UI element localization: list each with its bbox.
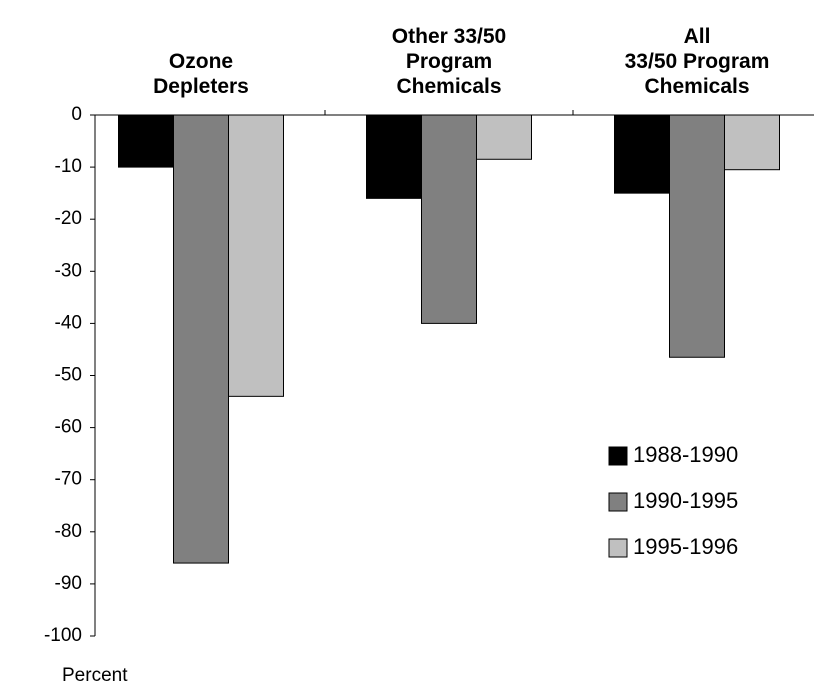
legend-label: 1988-1990 [633, 442, 738, 467]
legend-swatch [608, 446, 628, 466]
bar [614, 114, 670, 194]
category-label: Ozone Depleters [153, 50, 249, 98]
bar [669, 114, 725, 358]
bar [118, 114, 174, 168]
y-tick-label: -100 [44, 625, 82, 646]
bar [476, 114, 532, 160]
y-tick-label: 0 [71, 104, 82, 125]
y-tick-label: -80 [55, 521, 82, 542]
y-axis-label: Percent [62, 665, 128, 685]
category-label: Other 33/50 Program Chemicals [392, 25, 506, 98]
legend-label: 1995-1996 [633, 534, 738, 559]
y-tick-label: -70 [55, 469, 82, 490]
y-tick-label: -50 [55, 365, 82, 386]
bar [366, 114, 422, 199]
bar [228, 114, 284, 397]
y-tick-label: -10 [55, 156, 82, 177]
y-tick-label: -30 [55, 260, 82, 281]
legend-swatch [608, 492, 628, 512]
bar [173, 114, 229, 564]
legend-label: 1990-1995 [633, 488, 738, 513]
bar [421, 114, 477, 324]
y-tick-label: -60 [55, 417, 82, 438]
y-tick-label: -40 [55, 312, 82, 333]
y-tick-label: -20 [55, 208, 82, 229]
bar [724, 114, 780, 171]
category-label: All 33/50 Program Chemicals [625, 25, 770, 98]
legend-swatch [608, 538, 628, 558]
y-tick-label: -90 [55, 573, 82, 594]
